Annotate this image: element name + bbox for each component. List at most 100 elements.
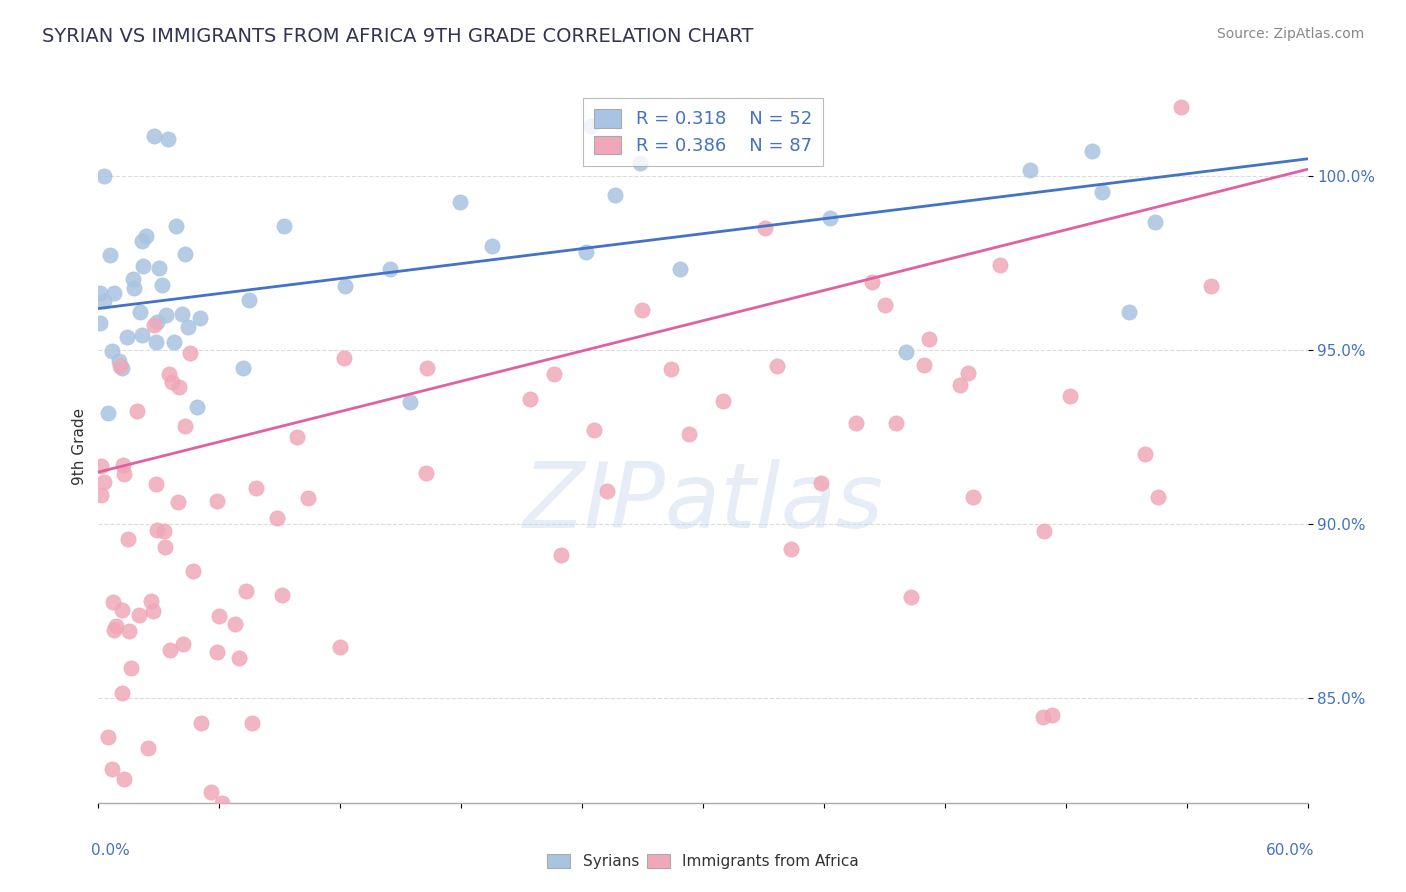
Point xyxy=(235,583,257,598)
Point xyxy=(89,316,111,330)
Point xyxy=(780,542,803,557)
Point xyxy=(1040,707,1063,722)
Point xyxy=(179,346,201,360)
Point xyxy=(1133,447,1156,461)
Point xyxy=(754,221,776,235)
Point xyxy=(181,564,204,578)
Point xyxy=(245,481,267,495)
Point xyxy=(603,187,626,202)
Point xyxy=(145,476,167,491)
Point xyxy=(176,319,198,334)
Point xyxy=(157,132,180,146)
Point xyxy=(145,315,167,329)
Point xyxy=(335,279,357,293)
Point xyxy=(949,378,972,392)
Point xyxy=(103,286,125,301)
Point xyxy=(211,796,233,810)
Point xyxy=(207,494,229,508)
Point xyxy=(170,307,193,321)
Point xyxy=(232,361,254,376)
Point xyxy=(150,277,173,292)
Point xyxy=(631,303,654,318)
Point xyxy=(224,616,246,631)
Point xyxy=(125,404,148,418)
Point xyxy=(135,229,157,244)
Point xyxy=(1118,305,1140,319)
Point xyxy=(205,645,228,659)
Point xyxy=(115,330,138,344)
Point xyxy=(271,588,294,602)
Point xyxy=(912,358,935,372)
Point xyxy=(543,368,565,382)
Point xyxy=(89,286,111,301)
Point xyxy=(148,260,170,275)
Point xyxy=(132,259,155,273)
Point xyxy=(208,608,231,623)
Point xyxy=(1032,710,1054,724)
Point xyxy=(117,532,139,546)
Point xyxy=(93,169,115,184)
Point xyxy=(120,661,142,675)
Point xyxy=(118,624,141,638)
Point xyxy=(1081,144,1104,158)
Point xyxy=(579,119,602,133)
Point xyxy=(163,334,186,349)
Point xyxy=(186,400,208,414)
Point xyxy=(174,418,197,433)
Point xyxy=(111,360,134,375)
Point xyxy=(845,417,868,431)
Point xyxy=(668,261,690,276)
Point xyxy=(1201,279,1223,293)
Point xyxy=(173,247,195,261)
Point xyxy=(167,495,190,509)
Point xyxy=(860,275,883,289)
Point xyxy=(142,604,165,618)
Point xyxy=(153,541,176,555)
Point xyxy=(285,430,308,444)
Point xyxy=(146,523,169,537)
Point xyxy=(93,475,115,490)
Point xyxy=(190,715,212,730)
Point xyxy=(449,194,471,209)
Point xyxy=(143,128,166,143)
Point xyxy=(333,351,356,366)
Point xyxy=(678,427,700,442)
Point xyxy=(900,590,922,604)
Text: ZIPatlas: ZIPatlas xyxy=(523,459,883,547)
Point xyxy=(266,511,288,525)
Point xyxy=(160,375,183,389)
Point xyxy=(112,458,135,472)
Point xyxy=(90,459,112,474)
Point xyxy=(101,762,124,776)
Point xyxy=(228,651,250,665)
Point xyxy=(1033,524,1056,538)
Point xyxy=(628,156,651,170)
Point xyxy=(157,367,180,381)
Point xyxy=(112,467,135,482)
Point xyxy=(1146,491,1168,505)
Point xyxy=(415,466,437,480)
Point xyxy=(172,637,194,651)
Text: 60.0%: 60.0% xyxy=(1267,843,1315,858)
Legend: Syrians, Immigrants from Africa: Syrians, Immigrants from Africa xyxy=(541,848,865,875)
Point xyxy=(596,484,619,499)
Point xyxy=(90,488,112,502)
Point xyxy=(111,603,134,617)
Point xyxy=(1059,389,1081,403)
Point xyxy=(481,239,503,253)
Point xyxy=(128,607,150,622)
Point xyxy=(240,716,263,731)
Point xyxy=(238,293,260,308)
Point xyxy=(988,258,1011,272)
Point xyxy=(1019,162,1042,177)
Text: 0.0%: 0.0% xyxy=(91,843,131,858)
Point xyxy=(550,548,572,562)
Point xyxy=(141,593,163,607)
Point xyxy=(97,730,120,744)
Point xyxy=(519,392,541,406)
Point xyxy=(93,293,115,308)
Point xyxy=(167,380,190,394)
Point xyxy=(415,361,437,376)
Point xyxy=(1090,186,1112,200)
Point xyxy=(145,335,167,350)
